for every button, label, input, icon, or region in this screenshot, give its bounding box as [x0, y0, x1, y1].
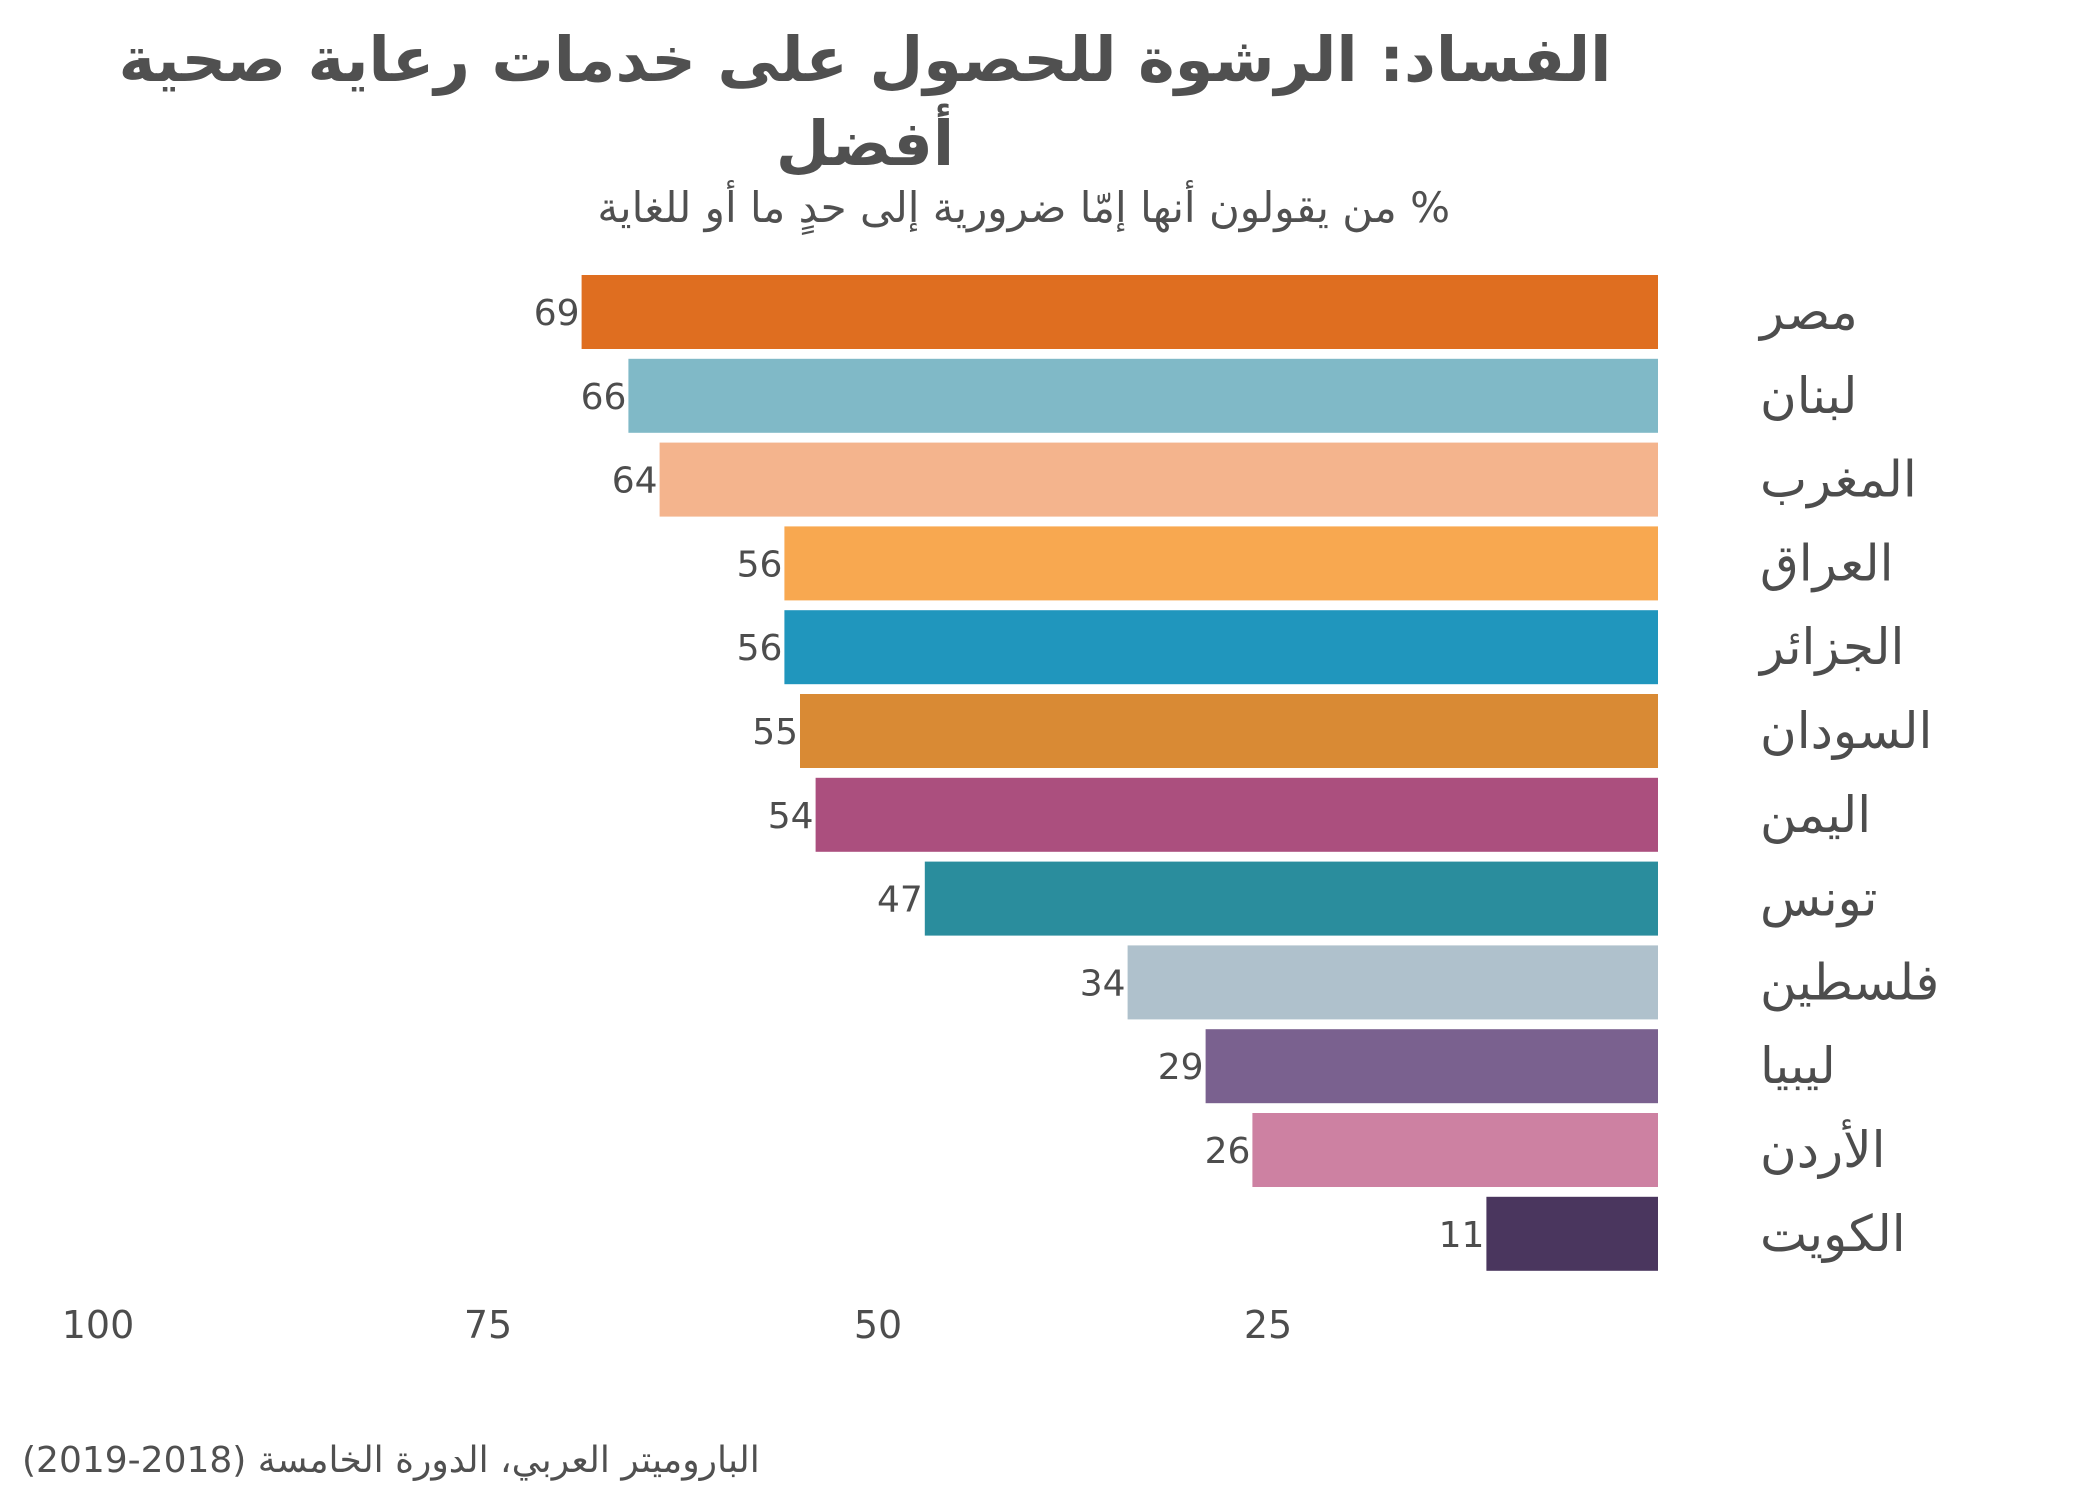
value-label-0: 69 — [534, 293, 580, 334]
value-label-1: 66 — [581, 377, 627, 418]
bar-6 — [815, 777, 1658, 852]
chart-title: الفساد: الرشوة للحصول على خدمات رعاية صح… — [118, 23, 1612, 180]
value-label-8: 34 — [1080, 963, 1126, 1004]
value-label-10: 26 — [1205, 1131, 1251, 1172]
bar-9 — [1205, 1029, 1658, 1104]
value-label-5: 55 — [752, 712, 798, 753]
bar-2 — [659, 442, 1658, 517]
value-label-6: 54 — [768, 796, 814, 837]
bar-3 — [784, 526, 1658, 601]
category-label-9: ليبيا — [1760, 1037, 1836, 1095]
category-label-1: لبنان — [1760, 367, 1857, 425]
category-label-6: اليمن — [1760, 786, 1871, 844]
bar-1 — [628, 358, 1658, 433]
category-label-0: مصر — [1757, 283, 1858, 341]
x-tick-label-0: 100 — [62, 1303, 135, 1347]
bar-11 — [1486, 1196, 1658, 1271]
source-note: الباروميتر العربي، الدورة الخامسة (2018-… — [22, 1440, 760, 1481]
category-label-3: العراق — [1760, 534, 1894, 592]
category-label-7: تونس — [1760, 870, 1877, 928]
category-label-8: فلسطين — [1760, 953, 1939, 1011]
x-tick-label-2: 50 — [854, 1303, 902, 1347]
bar-0 — [581, 275, 1658, 349]
bar-10 — [1252, 1113, 1658, 1187]
value-label-11: 11 — [1439, 1215, 1485, 1256]
value-label-4: 56 — [737, 628, 783, 669]
category-label-10: الأردن — [1760, 1119, 1886, 1179]
value-label-2: 64 — [612, 461, 658, 502]
value-label-3: 56 — [737, 544, 783, 585]
x-tick-label-1: 75 — [464, 1303, 512, 1347]
category-label-4: الجزائر — [1757, 618, 1904, 676]
bar-7 — [924, 861, 1658, 936]
value-label-9: 29 — [1158, 1047, 1204, 1088]
category-label-5: السودان — [1760, 702, 1932, 760]
bar-5 — [800, 694, 1658, 768]
x-tick-label-3: 25 — [1244, 1303, 1292, 1347]
bar-8 — [1127, 945, 1658, 1020]
value-label-7: 47 — [877, 880, 923, 921]
chart-subtitle: % من يقولون أنها إمّا ضرورية إلى حدٍ ما … — [597, 183, 1450, 232]
category-label-11: الكويت — [1760, 1205, 1906, 1263]
category-label-2: المغرب — [1760, 451, 1917, 509]
bar-4 — [784, 610, 1658, 685]
